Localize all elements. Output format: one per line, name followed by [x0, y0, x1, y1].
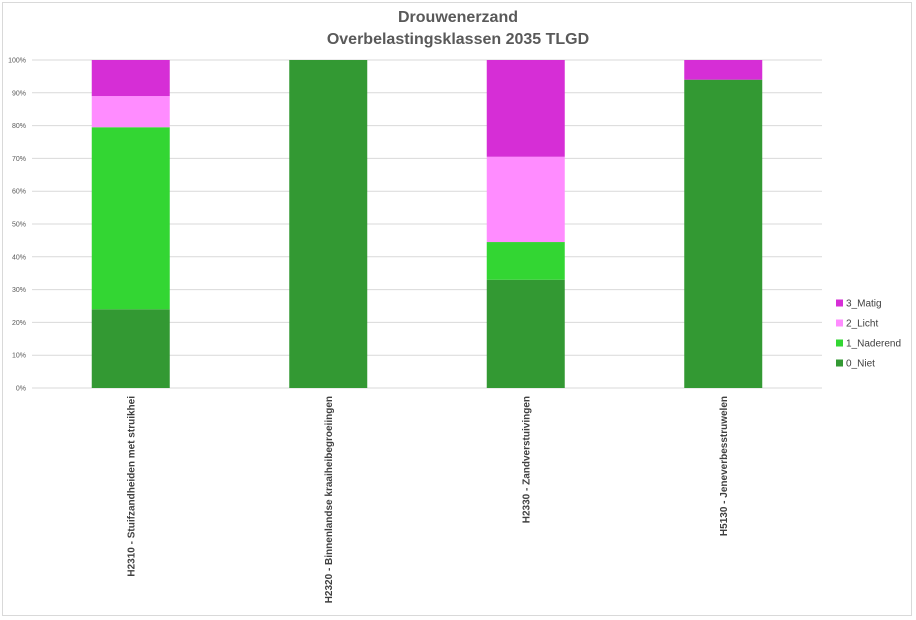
- bar-segment: [91, 309, 170, 388]
- legend: 3_Matig 2_Licht 1_Naderend 0_Niet: [836, 299, 901, 370]
- legend-label: 1_Naderend: [846, 339, 901, 350]
- bar-segment: [684, 79, 763, 389]
- y-tick-label: 50%: [12, 222, 26, 229]
- legend-label: 2_Licht: [846, 319, 878, 330]
- y-tick-label: 60%: [12, 189, 26, 196]
- bar-segment: [91, 96, 170, 128]
- legend-swatch: [836, 299, 843, 307]
- legend-swatch: [836, 319, 843, 327]
- y-tick-label: 0%: [16, 386, 26, 393]
- y-tick-label: 80%: [12, 123, 26, 130]
- chart-title: Drouwenerzand: [397, 9, 518, 26]
- legend-label: 3_Matig: [846, 299, 882, 310]
- chart-subtitle: Overbelastingsklassen 2035 TLGD: [326, 31, 590, 48]
- bar-segment: [486, 156, 565, 243]
- y-tick-label: 10%: [12, 353, 26, 360]
- y-tick-label: 40%: [12, 254, 26, 261]
- x-tick-label: H2330 - Zandverstuivingen: [521, 396, 532, 523]
- legend-label: 0_Niet: [846, 359, 875, 370]
- x-tick-label: H5130 - Jeneverbesstruwelen: [719, 396, 730, 536]
- y-tick-label: 90%: [12, 90, 26, 97]
- legend-swatch: [836, 339, 843, 347]
- bars: [91, 60, 763, 389]
- bar-segment: [91, 60, 170, 97]
- bar-segment: [486, 242, 565, 280]
- y-tick-label: 30%: [12, 287, 26, 294]
- y-tick-label: 70%: [12, 156, 26, 163]
- x-tick-label: H2310 - Stuifzandheiden met struikhei: [126, 396, 137, 577]
- bar-segment: [91, 127, 170, 310]
- bar-segment: [486, 279, 565, 388]
- x-axis: H2310 - Stuifzandheiden met struikhei H23…: [126, 396, 730, 604]
- y-tick-label: 20%: [12, 320, 26, 327]
- legend-swatch: [836, 359, 843, 367]
- y-axis: 0% 10% 20% 30% 40% 50% 60% 70% 80% 90% 100%: [8, 58, 26, 393]
- bar-segment: [684, 60, 763, 80]
- x-tick-label: H2320 - Binnenlandse kraaiheibegroeiinge…: [324, 396, 335, 603]
- bar-segment: [289, 60, 368, 388]
- bar-segment: [486, 60, 565, 157]
- y-tick-label: 100%: [8, 58, 26, 65]
